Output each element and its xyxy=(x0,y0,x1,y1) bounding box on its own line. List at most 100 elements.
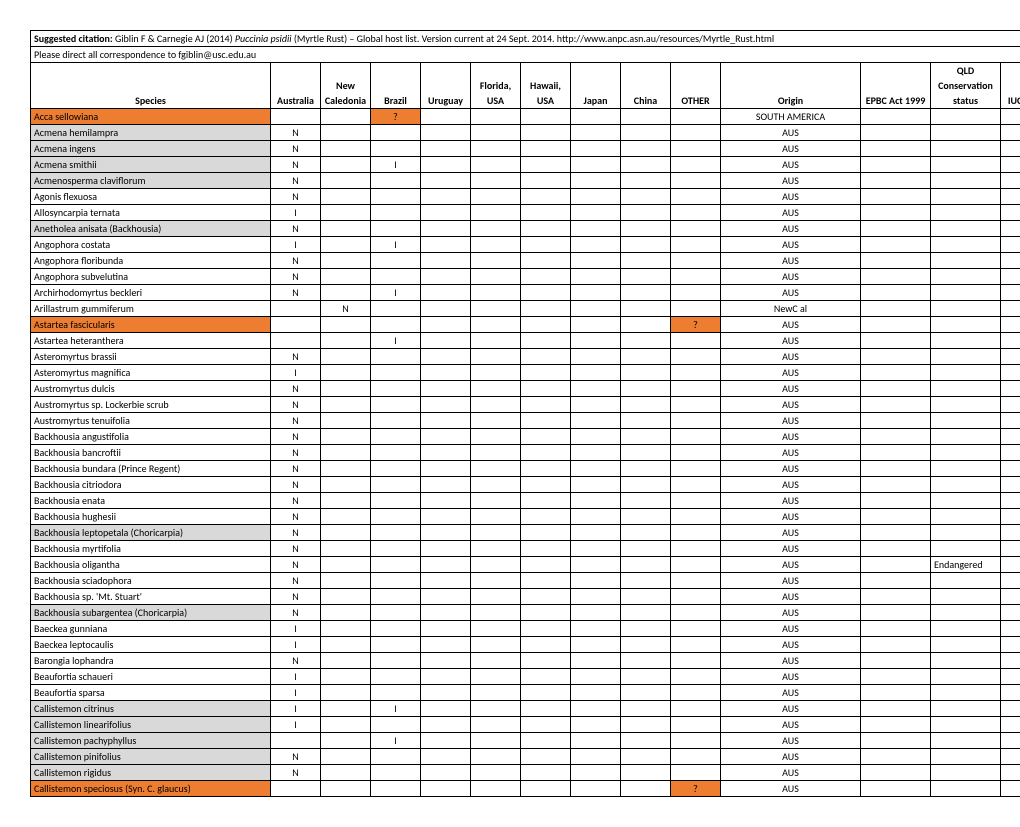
florida-cell xyxy=(471,173,521,189)
newcal-cell: N xyxy=(321,301,371,317)
table-row: Archirhodomyrtus beckleriNIAUS xyxy=(31,285,1020,301)
brazil-cell xyxy=(371,125,421,141)
header-newcal xyxy=(321,63,371,79)
hawaii-cell xyxy=(521,445,571,461)
iucn-cell xyxy=(1001,653,1020,669)
australia-cell xyxy=(271,317,321,333)
epbc-cell xyxy=(861,749,931,765)
other-cell xyxy=(671,749,721,765)
table-row: Anetholea anisata (Backhousia)NAUS xyxy=(31,221,1020,237)
other-cell xyxy=(671,301,721,317)
iucn-cell xyxy=(1001,221,1020,237)
uruguay-cell xyxy=(421,461,471,477)
table-row: Acmena hemilampraNAUS xyxy=(31,125,1020,141)
hawaii-cell xyxy=(521,365,571,381)
florida-cell xyxy=(471,525,521,541)
qld-cell xyxy=(931,445,1001,461)
other-cell xyxy=(671,269,721,285)
hawaii-cell xyxy=(521,237,571,253)
epbc-cell xyxy=(861,461,931,477)
table-row: Astartea fascicularis?AUS xyxy=(31,317,1020,333)
other-cell xyxy=(671,413,721,429)
iucn-cell xyxy=(1001,573,1020,589)
australia-cell: N xyxy=(271,157,321,173)
header-japan xyxy=(571,63,621,79)
species-cell: Callistemon pachyphyllus xyxy=(31,733,271,749)
brazil-cell: I xyxy=(371,237,421,253)
species-cell: Austromyrtus tenuifolia xyxy=(31,413,271,429)
australia-cell: N xyxy=(271,445,321,461)
species-cell: Baeckea leptocaulis xyxy=(31,637,271,653)
origin-cell: AUS xyxy=(721,541,861,557)
species-cell: Backhousia hughesii xyxy=(31,509,271,525)
iucn-cell xyxy=(1001,157,1020,173)
epbc-cell xyxy=(861,525,931,541)
hawaii-cell xyxy=(521,157,571,173)
china-cell xyxy=(621,445,671,461)
origin-cell: AUS xyxy=(721,765,861,781)
brazil-cell xyxy=(371,765,421,781)
origin-cell: AUS xyxy=(721,525,861,541)
japan-cell xyxy=(571,125,621,141)
epbc-cell xyxy=(861,221,931,237)
australia-cell: N xyxy=(271,509,321,525)
header-iucn xyxy=(1001,63,1020,79)
japan-cell xyxy=(571,765,621,781)
brazil-cell xyxy=(371,605,421,621)
japan-cell xyxy=(571,189,621,205)
china-cell xyxy=(621,381,671,397)
brazil-cell xyxy=(371,557,421,573)
origin-cell: AUS xyxy=(721,701,861,717)
florida-cell xyxy=(471,589,521,605)
japan-cell xyxy=(571,413,621,429)
newcal-cell xyxy=(321,333,371,349)
uruguay-cell xyxy=(421,413,471,429)
newcal-cell xyxy=(321,189,371,205)
qld-cell: Endangered xyxy=(931,557,1001,573)
table-row: Acmenosperma claviflorumNAUS xyxy=(31,173,1020,189)
newcal-cell xyxy=(321,349,371,365)
newcal-cell xyxy=(321,125,371,141)
epbc-cell xyxy=(861,493,931,509)
china-cell xyxy=(621,333,671,349)
species-cell: Backhousia enata xyxy=(31,493,271,509)
table-row: Agonis flexuosaNAUS xyxy=(31,189,1020,205)
iucn-cell xyxy=(1001,397,1020,413)
iucn-cell xyxy=(1001,717,1020,733)
iucn-cell xyxy=(1001,381,1020,397)
other-cell xyxy=(671,141,721,157)
header-origin: Origin xyxy=(721,93,861,109)
qld-cell xyxy=(931,541,1001,557)
origin-cell: AUS xyxy=(721,637,861,653)
species-cell: Callistemon rigidus xyxy=(31,765,271,781)
header-origin xyxy=(721,63,861,79)
other-cell xyxy=(671,429,721,445)
species-cell: Asteromyrtus brassii xyxy=(31,349,271,365)
florida-cell xyxy=(471,205,521,221)
qld-cell xyxy=(931,205,1001,221)
japan-cell xyxy=(571,301,621,317)
iucn-cell xyxy=(1001,733,1020,749)
species-cell: Angophora subvelutina xyxy=(31,269,271,285)
epbc-cell xyxy=(861,733,931,749)
epbc-cell xyxy=(861,605,931,621)
china-cell xyxy=(621,669,671,685)
other-cell xyxy=(671,557,721,573)
uruguay-cell xyxy=(421,669,471,685)
qld-cell xyxy=(931,589,1001,605)
uruguay-cell xyxy=(421,397,471,413)
table-row: Angophora costataIIAUS xyxy=(31,237,1020,253)
iucn-cell xyxy=(1001,365,1020,381)
other-cell xyxy=(671,173,721,189)
uruguay-cell xyxy=(421,525,471,541)
uruguay-cell xyxy=(421,781,471,797)
uruguay-cell xyxy=(421,541,471,557)
qld-cell xyxy=(931,637,1001,653)
epbc-cell xyxy=(861,253,931,269)
australia-cell: I xyxy=(271,621,321,637)
japan-cell xyxy=(571,269,621,285)
iucn-cell xyxy=(1001,701,1020,717)
species-cell: Callistemon speciosus (Syn. C. glaucus) xyxy=(31,781,271,797)
florida-cell xyxy=(471,125,521,141)
japan-cell xyxy=(571,461,621,477)
